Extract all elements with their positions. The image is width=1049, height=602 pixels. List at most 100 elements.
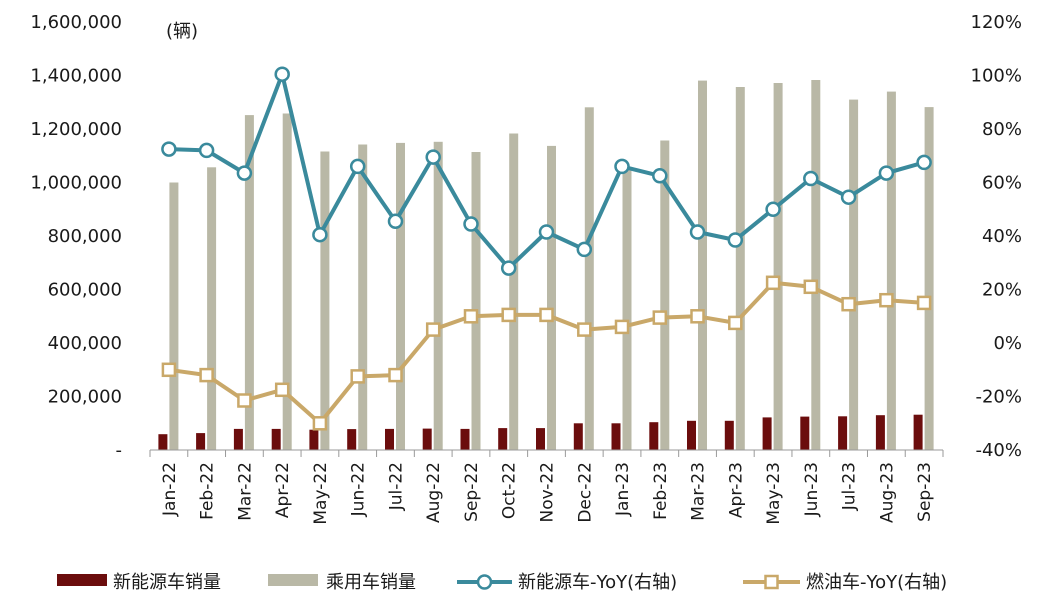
- line-point: [161, 362, 177, 378]
- x-tick-label: Nov-22: [538, 462, 558, 523]
- line-point: [765, 201, 781, 218]
- legend-swatch-nev-sales: [57, 574, 107, 586]
- legend-swatch-total-sales: [268, 574, 318, 586]
- unit-label: (辆): [166, 21, 198, 42]
- line-point: [501, 307, 516, 323]
- line-point: [199, 367, 214, 383]
- total-sales-bars: [169, 80, 934, 451]
- nev-sales-bar: [536, 428, 545, 450]
- x-tick-label: Apr-22: [273, 462, 293, 518]
- x-tick-label: Aug-22: [424, 462, 444, 523]
- right-tick-label: 20%: [982, 280, 1022, 301]
- line-point: [425, 322, 441, 337]
- line-point: [878, 165, 895, 181]
- line-point: [237, 393, 252, 408]
- x-tick-label: Jun-22: [349, 462, 369, 517]
- left-tick-label: 1,400,000: [30, 66, 122, 87]
- nev-sales-bar: [687, 420, 696, 450]
- line-point: [879, 292, 894, 308]
- x-tick-label: Sep-22: [462, 462, 482, 522]
- line-point: [728, 315, 743, 331]
- nev-sales-bar: [838, 416, 848, 450]
- nev-sales-bar: [649, 422, 659, 450]
- nev-yoy-line: [161, 66, 932, 276]
- total-sales-bar: [358, 144, 368, 450]
- total-sales-bar: [584, 107, 594, 451]
- nev-sales-bar: [385, 428, 394, 450]
- total-sales-bar: [282, 113, 292, 450]
- x-tick-label: Jan-22: [160, 462, 180, 517]
- legend-swatch-fuel-yoy-marker: [764, 574, 779, 590]
- nev-sales-bar: [498, 428, 508, 450]
- right-tick-label: 0%: [993, 333, 1022, 354]
- left-tick-label: 400,000: [48, 333, 122, 354]
- total-sales-bar: [471, 152, 481, 450]
- nev-sales-bar: [196, 433, 206, 450]
- legend-label-fuel-yoy: 燃油车-YoY(右轴): [806, 572, 947, 593]
- total-sales-bar: [660, 140, 670, 450]
- x-tick-label: Jan-23: [613, 462, 633, 517]
- x-tick-label: Dec-22: [575, 462, 595, 523]
- line-point: [312, 416, 328, 431]
- total-sales-bar: [849, 99, 859, 450]
- left-tick-label: 1,200,000: [30, 119, 122, 140]
- total-sales-bar: [433, 141, 443, 451]
- line-point: [312, 226, 328, 243]
- line-point: [652, 168, 668, 184]
- left-tick-label: 200,000: [48, 387, 122, 408]
- x-tick-label: Apr-23: [726, 462, 746, 518]
- legend-label-total-sales: 乘用车销量: [326, 572, 416, 593]
- axes: [149, 449, 944, 457]
- nev-sales-bar: [422, 428, 432, 450]
- x-axis-ticks: Jan-22 Feb-22 Mar-22 Apr-22 May-22 Jun-22 Jul-…: [160, 462, 935, 525]
- line-point: [916, 154, 932, 171]
- x-tick-label: Jun-23: [802, 462, 822, 517]
- line-point: [577, 322, 592, 337]
- x-tick-label: Jul-23: [840, 462, 860, 511]
- line-point: [274, 66, 290, 82]
- legend: 新能源车销量 乘用车销量 新能源车-YoY(右轴) 燃油车-YoY(右轴): [57, 572, 947, 593]
- nev-sales-bar: [309, 429, 319, 450]
- right-tick-label: 80%: [982, 119, 1022, 140]
- line-point: [349, 158, 366, 175]
- line-point: [463, 309, 479, 324]
- series-line: [168, 280, 925, 426]
- x-tick-label: Mar-22: [235, 462, 255, 521]
- line-point: [500, 260, 517, 276]
- line-point: [388, 367, 403, 383]
- nev-sales-bar: [875, 415, 885, 450]
- line-point: [916, 295, 932, 311]
- nev-sales-bar: [762, 417, 772, 450]
- x-tick-label: May-22: [311, 462, 331, 525]
- total-sales-bar: [735, 87, 745, 450]
- left-tick-label: 600,000: [48, 280, 122, 301]
- right-tick-label: -40%: [975, 440, 1022, 461]
- nev-sales-bar: [460, 428, 470, 450]
- total-sales-bar: [886, 91, 896, 450]
- total-sales-bar: [244, 115, 254, 450]
- x-tick-label: Sep-23: [915, 462, 935, 522]
- total-sales-bar: [924, 107, 934, 450]
- x-tick-label: May-23: [764, 462, 784, 525]
- nev-sales-bar: [724, 420, 734, 450]
- total-sales-bar: [207, 167, 217, 451]
- line-point: [539, 307, 554, 323]
- line-point: [236, 165, 253, 181]
- left-tick-label: 800,000: [48, 226, 122, 247]
- fuel-yoy-line: [161, 275, 932, 431]
- line-point: [161, 141, 177, 157]
- total-sales-bar: [320, 151, 330, 450]
- x-tick-label: Mar-23: [689, 462, 709, 521]
- line-point: [689, 224, 706, 240]
- right-axis-ticks: -40% -20% 0% 20% 40% 60% 80% 100% 120%: [971, 12, 1022, 461]
- nev-sales-bar: [347, 429, 357, 450]
- line-point: [840, 189, 857, 205]
- total-sales-bar: [509, 133, 519, 450]
- right-tick-label: -20%: [975, 387, 1022, 408]
- right-tick-label: 60%: [982, 173, 1022, 194]
- line-point: [690, 309, 705, 324]
- line-point: [803, 170, 819, 187]
- nev-sales-bar: [158, 434, 168, 450]
- nev-sales-bar: [611, 423, 621, 451]
